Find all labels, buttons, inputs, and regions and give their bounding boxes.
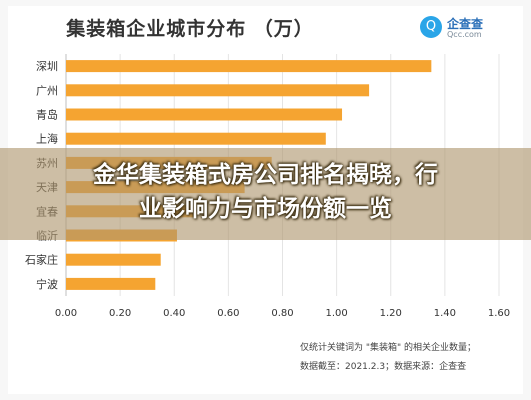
bar bbox=[66, 84, 370, 97]
x-tick-label: 0.00 bbox=[55, 308, 77, 319]
bar bbox=[66, 60, 432, 73]
bar bbox=[66, 277, 156, 290]
logo-url: Qcc.com bbox=[447, 30, 482, 39]
headline: 金华集装箱式房公司排名揭晓，行 业影响力与市场份额一览 bbox=[0, 158, 531, 226]
search-icon: Q bbox=[420, 16, 442, 38]
bar bbox=[66, 132, 326, 145]
category-label: 上海 bbox=[36, 132, 58, 146]
chart-title: 集装箱企业城市分布 （万） bbox=[66, 18, 314, 40]
x-tick-label: 0.20 bbox=[109, 308, 131, 319]
category-label: 深圳 bbox=[36, 60, 58, 73]
footnote-source: 数据截至：2021.2.3；数据来源：企查查 bbox=[300, 362, 467, 372]
bar bbox=[66, 108, 343, 121]
headline-banner bbox=[0, 148, 531, 240]
headline-line-1: 金华集装箱式房公司排名揭晓，行 bbox=[93, 162, 438, 188]
x-tick-label: 0.80 bbox=[271, 308, 293, 319]
logo-name: 企查查 bbox=[447, 17, 484, 31]
category-label: 宁波 bbox=[36, 277, 58, 291]
bar bbox=[66, 253, 161, 266]
footnote-scope: 仅统计关键词为 "集装箱" 的相关企业数量； bbox=[300, 343, 477, 353]
x-tick-label: 1.00 bbox=[325, 308, 347, 319]
category-label: 青岛 bbox=[36, 108, 58, 122]
category-label: 广州 bbox=[36, 84, 58, 97]
x-tick-label: 0.60 bbox=[217, 308, 239, 319]
x-tick-label: 1.20 bbox=[380, 308, 402, 319]
x-tick-label: 1.60 bbox=[488, 308, 510, 319]
headline-line-2: 业影响力与市场份额一览 bbox=[139, 196, 392, 222]
category-label: 石家庄 bbox=[25, 253, 58, 267]
x-tick-label: 0.40 bbox=[163, 308, 185, 319]
x-tick-label: 1.40 bbox=[434, 308, 456, 319]
